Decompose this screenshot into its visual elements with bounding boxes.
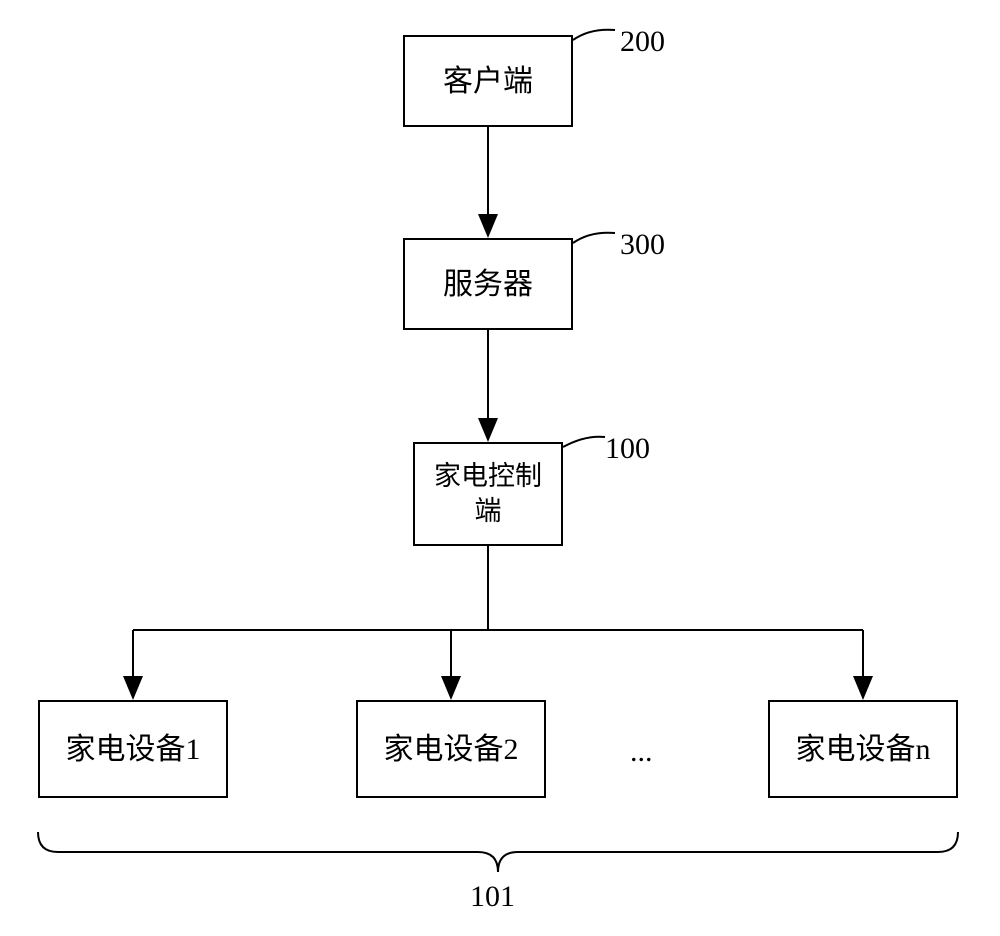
ref-label-300: 300	[620, 228, 665, 262]
ellipsis-label: ...	[630, 735, 653, 769]
group-brace	[38, 832, 958, 872]
node-client: 客户端	[403, 35, 573, 127]
node-client-label: 客户端	[443, 62, 533, 101]
leader-300	[573, 233, 615, 243]
node-device-n-label: 家电设备n	[796, 730, 931, 769]
node-device-1-label: 家电设备1	[66, 730, 201, 769]
ref-label-200: 200	[620, 25, 665, 59]
node-controller: 家电控制端	[413, 442, 563, 546]
leader-200	[573, 30, 615, 40]
group-label-101: 101	[470, 880, 515, 914]
leader-100	[563, 437, 605, 447]
node-device-1: 家电设备1	[38, 700, 228, 798]
node-device-n: 家电设备n	[768, 700, 958, 798]
ref-label-100: 100	[605, 432, 650, 466]
node-server-label: 服务器	[443, 265, 533, 304]
node-device-2-label: 家电设备2	[384, 730, 519, 769]
node-server: 服务器	[403, 238, 573, 330]
node-device-2: 家电设备2	[356, 700, 546, 798]
node-controller-label: 家电控制端	[431, 459, 546, 529]
